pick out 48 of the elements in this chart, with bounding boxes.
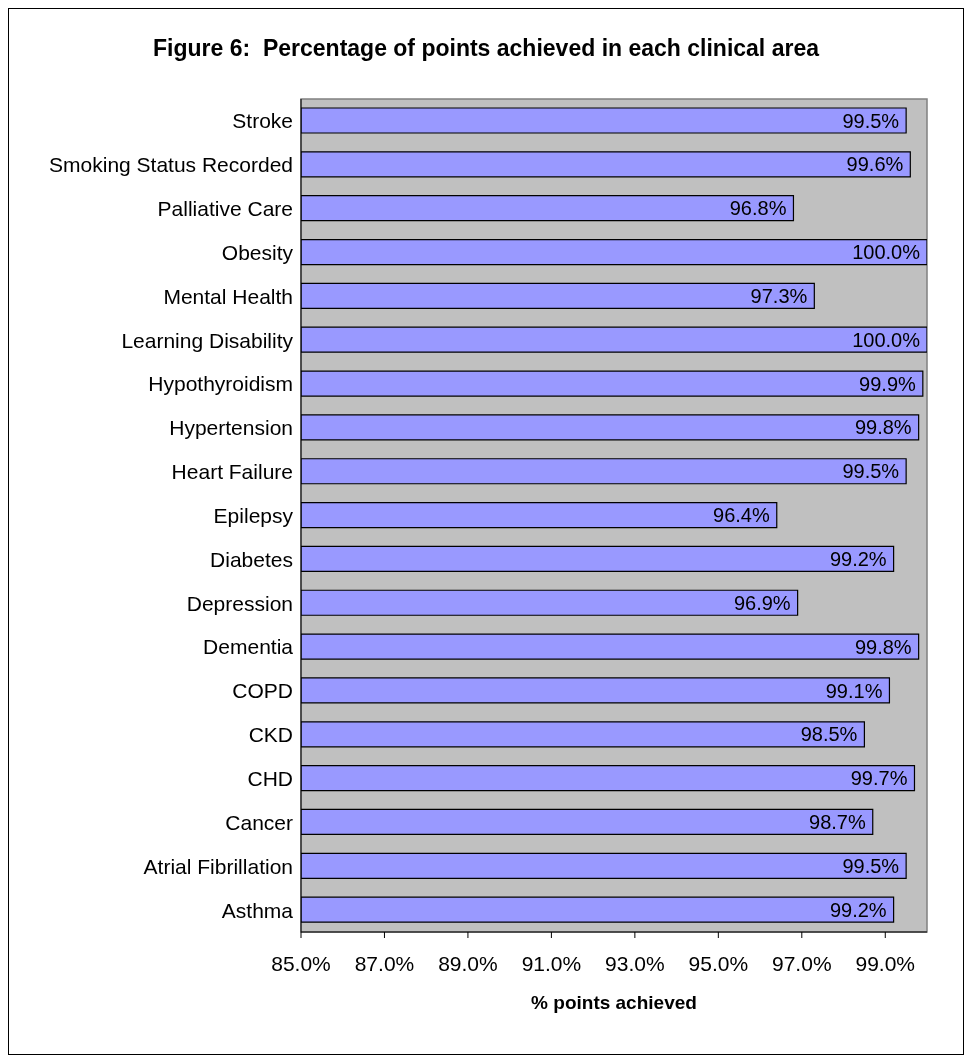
y-tick-label: Hypertension <box>169 416 293 440</box>
data-label: 96.9% <box>733 591 791 614</box>
x-tick-label: 91.0% <box>521 951 582 975</box>
x-tick-label: 99.0% <box>855 951 916 975</box>
y-tick-label: Atrial Fibrillation <box>143 854 293 878</box>
y-tick-label: Stroke <box>232 109 293 133</box>
data-label: 99.1% <box>825 679 883 702</box>
x-tick-label: 95.0% <box>688 951 749 975</box>
data-label: 98.7% <box>809 811 866 834</box>
x-tick-label: 93.0% <box>605 951 665 975</box>
y-tick-label: Asthma <box>221 898 294 922</box>
x-axis-title: % points achieved <box>531 992 697 1013</box>
y-tick-label: Palliative Care <box>157 197 293 221</box>
data-label: 99.8% <box>854 635 912 658</box>
data-label: 96.8% <box>729 197 787 220</box>
data-label: 97.3% <box>750 284 808 307</box>
x-tick-label: 85.0% <box>271 951 331 975</box>
data-label: 96.4% <box>713 504 770 527</box>
data-label: 99.8% <box>854 416 912 439</box>
data-label: 99.9% <box>859 372 917 395</box>
data-label: 98.5% <box>800 723 858 746</box>
y-tick-label: Mental Health <box>163 284 293 308</box>
data-label: 99.5% <box>842 109 900 132</box>
chart-title: Figure 6: Percentage of points achieved in each clinical area <box>152 35 821 62</box>
y-tick-label: Epilepsy <box>213 503 294 527</box>
y-tick-label: COPD <box>232 679 293 703</box>
data-label: 100.0% <box>852 241 921 264</box>
data-label: 99.5% <box>842 460 900 483</box>
y-tick-label: Obesity <box>221 240 294 264</box>
x-tick-label: 89.0% <box>438 951 498 975</box>
y-tick-label: Hypothyroidism <box>148 372 293 396</box>
data-label: 99.2% <box>829 898 887 921</box>
y-tick-label: Diabetes <box>210 547 293 571</box>
y-tick-label: CHD <box>247 767 293 791</box>
y-tick-label: CKD <box>248 723 293 747</box>
x-tick-label: 87.0% <box>354 951 415 975</box>
x-tick-label: 97.0% <box>772 951 832 975</box>
y-tick-label: Heart Failure <box>171 460 293 484</box>
data-label: 99.2% <box>829 548 887 571</box>
y-tick-label: Learning Disability <box>121 328 294 352</box>
y-tick-label: Smoking Status Recorded <box>49 153 293 177</box>
y-tick-label: Cancer <box>225 810 293 834</box>
data-label: 99.6% <box>846 153 904 176</box>
data-label: 99.5% <box>842 854 900 877</box>
data-label: 100.0% <box>852 328 921 351</box>
data-label: 99.7% <box>850 767 908 790</box>
y-tick-label: Depression <box>186 591 293 615</box>
y-tick-label: Dementia <box>203 635 294 659</box>
